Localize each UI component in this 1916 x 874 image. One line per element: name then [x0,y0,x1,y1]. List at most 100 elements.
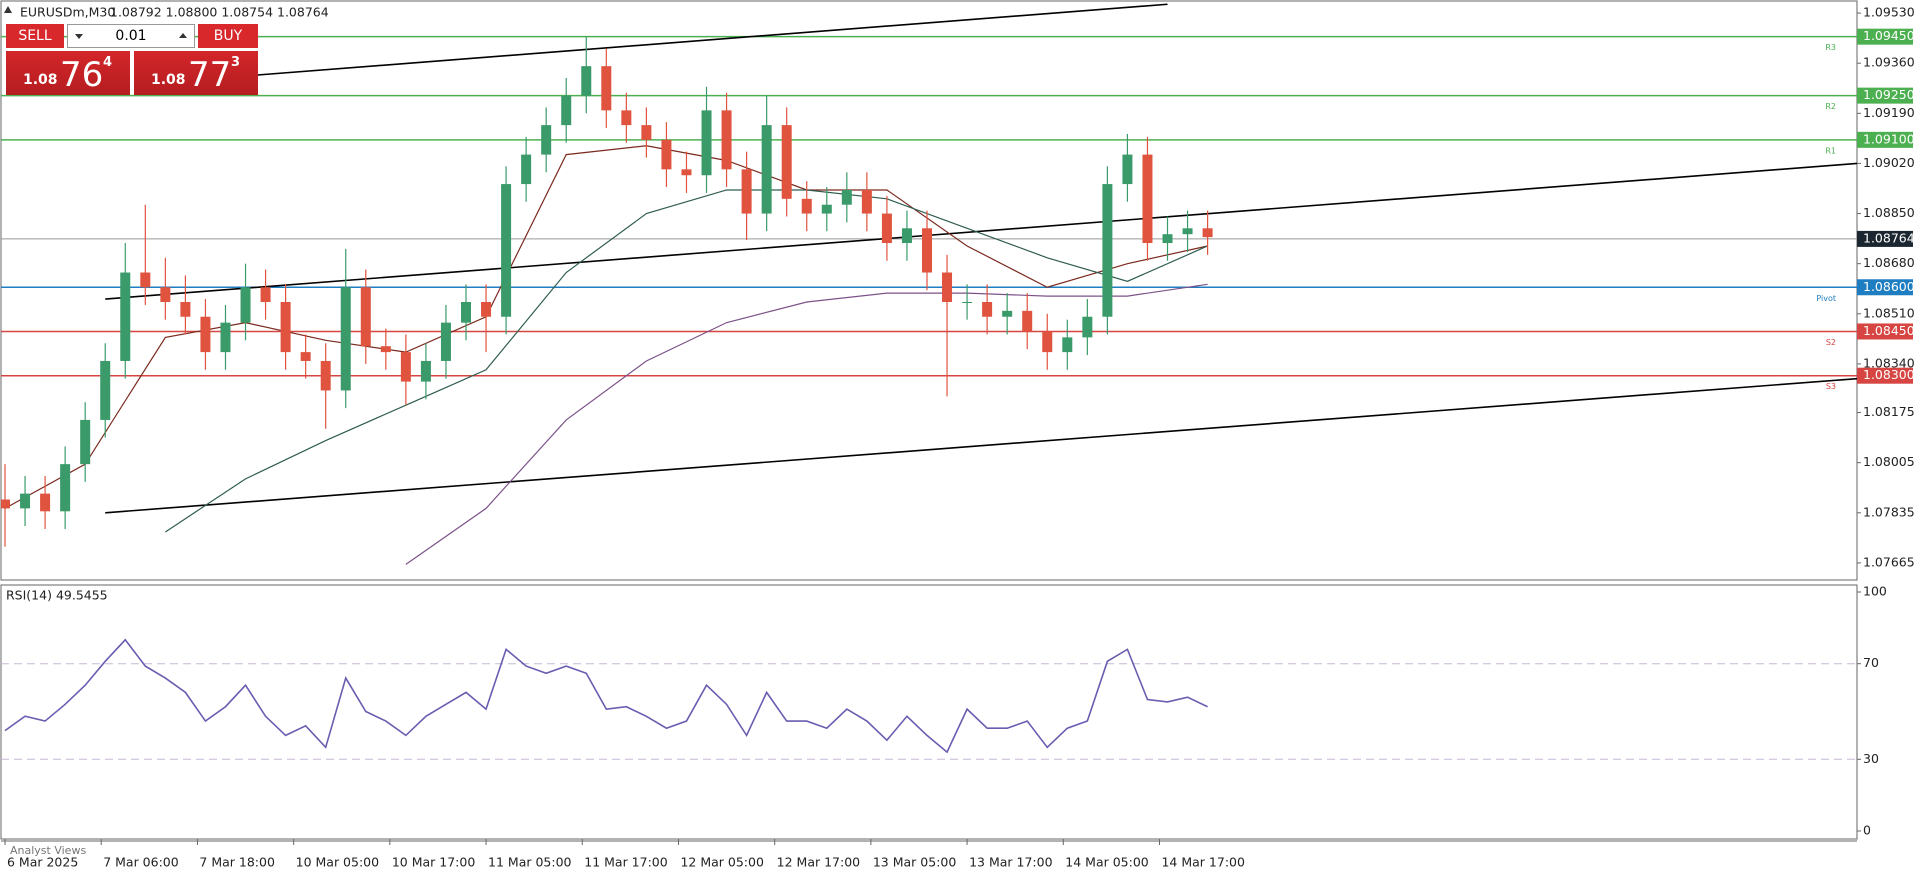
candle-body [320,360,331,391]
y-tick-label: 1.08340 [1863,355,1915,370]
x-tick-label: 11 Mar 17:00 [584,855,668,870]
buy-price-prefix: 1.08 [151,72,186,88]
x-tick-label: 12 Mar 17:00 [777,855,861,870]
level-value: 1.09450 [1863,28,1915,43]
candle-body [400,352,411,382]
rsi-line [4,638,1208,754]
candle-body [160,287,171,302]
level-name: S2 [1826,338,1836,347]
candle-body [240,287,251,323]
candle-body [1022,310,1033,332]
volume-input[interactable]: 0.01 [67,24,195,48]
candle-body [942,272,953,302]
candle-body [1002,310,1013,317]
candle-body [581,66,592,96]
sell-button[interactable]: SELL [6,24,64,48]
candle-body [521,154,532,185]
candle-body [841,189,852,205]
candle-body [120,272,131,361]
candle-body [360,287,371,347]
plot-inner [1,3,1857,565]
candle-body [541,125,552,155]
candle-body [921,228,932,273]
buy-button[interactable]: BUY [198,24,258,48]
rsi-title: RSI(14) 49.5455 [6,588,108,603]
main-plot: 1.095301.093601.091901.090201.088501.086… [1,3,1915,870]
x-tick-label: 12 Mar 05:00 [680,855,764,870]
candle-body [761,125,772,214]
candle-body [1,499,11,509]
candle-body [982,301,993,317]
trend-line [257,3,1168,76]
candle-body [741,169,752,214]
y-tick-label: 100 [1863,584,1887,599]
candle-body [200,316,211,353]
level-box [1857,87,1913,104]
sell-price[interactable]: 1.08 76 4 [6,51,130,95]
x-tick-label: 7 Mar 06:00 [103,855,179,870]
x-tick-label: 14 Mar 05:00 [1065,855,1149,870]
buy-price[interactable]: 1.08 77 3 [134,51,258,95]
moving-average [405,283,1208,565]
x-tick-label: 10 Mar 05:00 [296,855,380,870]
candle-body [1182,228,1193,235]
sell-price-prefix: 1.08 [23,72,58,88]
candle-body [601,66,612,111]
last-price-box [1857,230,1913,247]
x-tick-label: 6 Mar 2025 [7,855,78,870]
candle-body [801,198,812,214]
level-value: 1.08600 [1863,279,1915,294]
volume-value: 0.01 [115,28,147,44]
level-box [1857,28,1913,45]
candle-body [1082,316,1093,338]
candle-body [962,301,973,303]
y-tick-label: 1.08005 [1863,454,1915,469]
candle-body [280,301,291,353]
x-tick-label: 14 Mar 17:00 [1161,855,1245,870]
y-tick-label: 1.08510 [1863,305,1915,320]
y-tick-label: 1.09360 [1863,55,1915,70]
level-value: 1.08450 [1863,323,1915,338]
y-tick-label: 1.09020 [1863,155,1915,170]
buy-price-small: 3 [231,55,241,70]
candle-body [40,493,51,512]
candle-body [1062,337,1073,353]
header-symbol: EURUSDm,M30 [20,5,115,20]
x-tick-label: 13 Mar 17:00 [969,855,1053,870]
candle-body [1122,154,1133,185]
y-tick-label: 30 [1863,751,1879,766]
candle-body [1102,184,1113,317]
level-box [1857,367,1913,384]
candle-body [420,360,431,382]
candle-body [80,419,91,465]
sell-price-big: 76 [60,55,104,95]
candle-body [661,139,672,170]
candle-body [300,352,311,361]
y-tick-label: 1.08850 [1863,205,1915,220]
candle-body [1142,154,1153,244]
header-quote: 1.08792 1.08800 1.08754 1.08764 [110,5,329,20]
candle-body [1202,228,1213,238]
level-value: 1.08300 [1863,367,1915,382]
x-tick-label: 13 Mar 05:00 [873,855,957,870]
candle-body [561,95,572,126]
y-tick-label: 70 [1863,655,1879,670]
candle-body [1162,234,1173,244]
candle-body [1042,331,1053,353]
level-name: R1 [1825,146,1836,155]
main-frame [0,0,1858,581]
candle-body [901,228,912,244]
x-tick-label: 11 Mar 05:00 [488,855,572,870]
candle-body [481,301,492,317]
level-value: 1.09250 [1863,87,1915,102]
down-arrow[interactable] [70,25,88,47]
up-arrow[interactable] [174,25,192,47]
level-box [1857,279,1913,296]
y-tick-label: 1.07665 [1863,554,1915,569]
candle-body [340,287,351,391]
trend-line [105,377,1857,514]
candle-body [100,360,111,420]
candle-body [821,204,832,214]
